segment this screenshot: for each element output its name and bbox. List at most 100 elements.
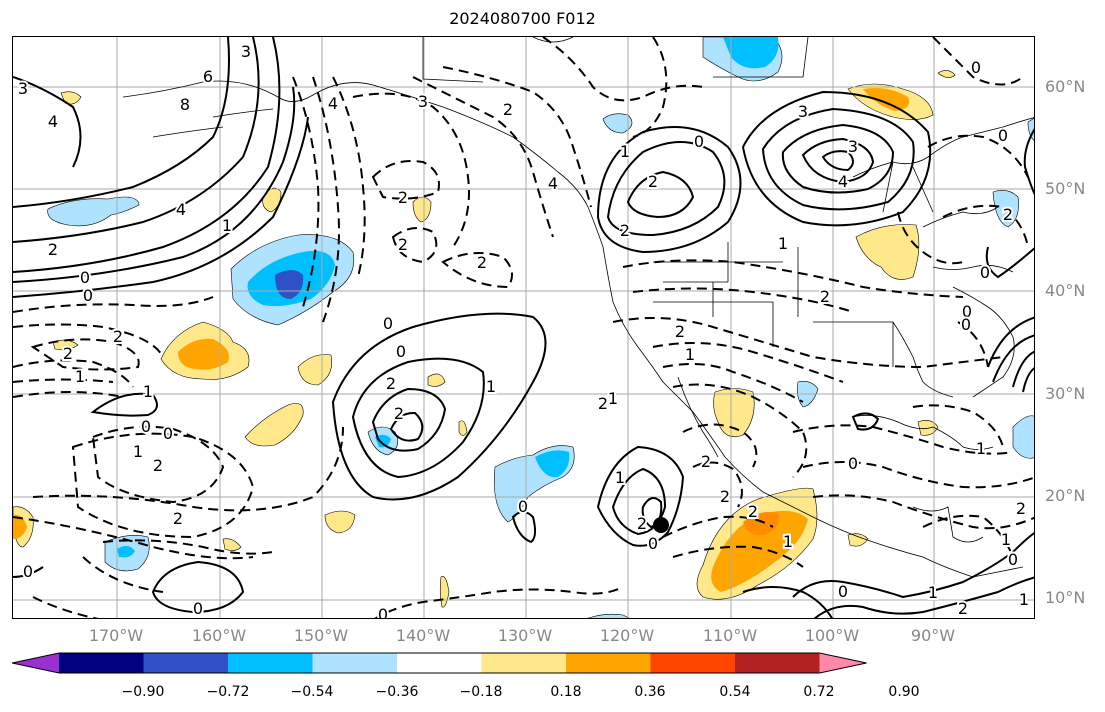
contour-solid xyxy=(801,137,875,184)
contour-dashed xyxy=(374,586,624,618)
contour-solid xyxy=(389,411,424,442)
contour-label: 0 xyxy=(848,454,858,473)
lon-label-150w: 150°W xyxy=(293,626,349,645)
contour-label: 1 xyxy=(486,377,496,396)
contour-label: 2 xyxy=(637,514,647,533)
contour-label: 0 xyxy=(962,302,972,321)
contour-label: 1 xyxy=(928,583,938,602)
contour-solid xyxy=(13,86,296,283)
contour-label: 3 xyxy=(798,102,808,121)
contour-solid xyxy=(985,246,1034,279)
contour-dashed xyxy=(13,359,134,388)
contour-solid xyxy=(151,560,245,614)
contour-solid xyxy=(792,532,1034,599)
shade-patch xyxy=(52,339,79,351)
shade-patch xyxy=(535,450,570,478)
contour-label: 1 xyxy=(615,468,625,487)
lon-label-170w: 170°W xyxy=(88,626,144,645)
shade-patch xyxy=(178,338,229,370)
contour-label: 2 xyxy=(477,253,487,272)
contour-dashed xyxy=(652,342,844,383)
shade-patch xyxy=(1012,415,1034,459)
contour-dashed xyxy=(632,37,668,138)
contour-label: 2 xyxy=(1003,205,1013,224)
shade-patch xyxy=(743,512,780,536)
contour-label: 8 xyxy=(180,95,190,114)
contour-dashed xyxy=(13,323,164,358)
contour-dashed xyxy=(612,317,1004,369)
contour-label: 2 xyxy=(386,374,396,393)
contour-dashed xyxy=(682,423,758,468)
contour-solid xyxy=(813,576,1034,618)
contour-dashed xyxy=(292,76,320,308)
contour-label: 3 xyxy=(18,79,28,98)
contour-label: 1 xyxy=(1001,530,1011,549)
contour-dashed xyxy=(442,66,592,208)
contour-label: 1 xyxy=(133,442,143,461)
contour-solid xyxy=(761,107,915,211)
shade-patch xyxy=(47,196,140,227)
contour-label: 0 xyxy=(378,605,388,619)
colorbar-segment xyxy=(59,653,144,673)
contour-dashed xyxy=(102,539,274,555)
contour-label: 2 xyxy=(958,599,968,618)
lon-label-160w: 160°W xyxy=(191,626,247,645)
lon-label-140w: 140°W xyxy=(395,626,451,645)
contour-solid xyxy=(13,76,82,168)
contour-solid xyxy=(13,116,309,298)
contour-label: 0 xyxy=(648,534,658,553)
contour-label: 0 xyxy=(694,132,704,151)
shade-patch xyxy=(439,576,450,608)
contour-dashed xyxy=(13,516,254,560)
colorbar-outline xyxy=(12,652,867,674)
contour-label: 0 xyxy=(23,562,33,581)
lat-label-40n: 40°N xyxy=(1045,281,1086,300)
shade-patch xyxy=(723,37,779,69)
shade-patch xyxy=(855,224,920,280)
contour-solid xyxy=(992,334,1034,383)
contour-label: 2 xyxy=(598,394,608,413)
shade-patch xyxy=(937,70,956,78)
contour-dashed xyxy=(542,37,704,102)
shade-patch xyxy=(427,373,446,387)
contour-label: 2 xyxy=(153,456,163,475)
colorbar-segment xyxy=(566,653,651,673)
contour-solid xyxy=(781,123,895,194)
contour-solid xyxy=(606,141,726,237)
contour-label: 0 xyxy=(961,315,971,334)
contour-label: 1 xyxy=(778,234,788,253)
contour-label: 1 xyxy=(608,389,618,408)
contour-label: 0 xyxy=(518,497,528,516)
contour-dashed xyxy=(632,287,854,313)
lat-label-10n: 10°N xyxy=(1045,588,1086,607)
contour-label: 0 xyxy=(141,417,151,436)
contour-dashed xyxy=(32,426,344,512)
contour-dashed xyxy=(30,338,140,371)
contour-dashed xyxy=(91,425,225,504)
colorbar-tick-label: 0.18 xyxy=(550,684,582,700)
colorbar-tick-label: 0.90 xyxy=(888,684,920,700)
shade-patch xyxy=(13,514,27,539)
anomaly-shading xyxy=(13,37,1034,618)
contour-solid xyxy=(851,412,880,431)
colorbar-segment xyxy=(397,653,482,673)
contour-dashed xyxy=(957,321,989,368)
shade-patch xyxy=(412,196,432,223)
contour-label: 2 xyxy=(394,404,404,423)
contour-solid xyxy=(90,392,158,417)
contour-label: 0 xyxy=(998,126,1008,145)
contour-dashed xyxy=(912,404,1004,448)
shade-patch xyxy=(275,270,304,299)
contour-label: 0 xyxy=(396,342,406,361)
contour-dashed xyxy=(13,391,124,398)
colorbar-segment xyxy=(650,653,736,673)
contour-dashed xyxy=(932,37,1024,86)
contour-label: 0 xyxy=(1008,550,1018,569)
contour-dashed xyxy=(622,259,964,298)
contour-label: 1 xyxy=(1019,590,1029,609)
contour-dashed xyxy=(672,545,804,568)
lon-label-130w: 130°W xyxy=(497,626,553,645)
contour-solid xyxy=(511,511,537,544)
colorbar-tick-label: 0.72 xyxy=(803,684,835,700)
colorbar xyxy=(12,652,867,674)
